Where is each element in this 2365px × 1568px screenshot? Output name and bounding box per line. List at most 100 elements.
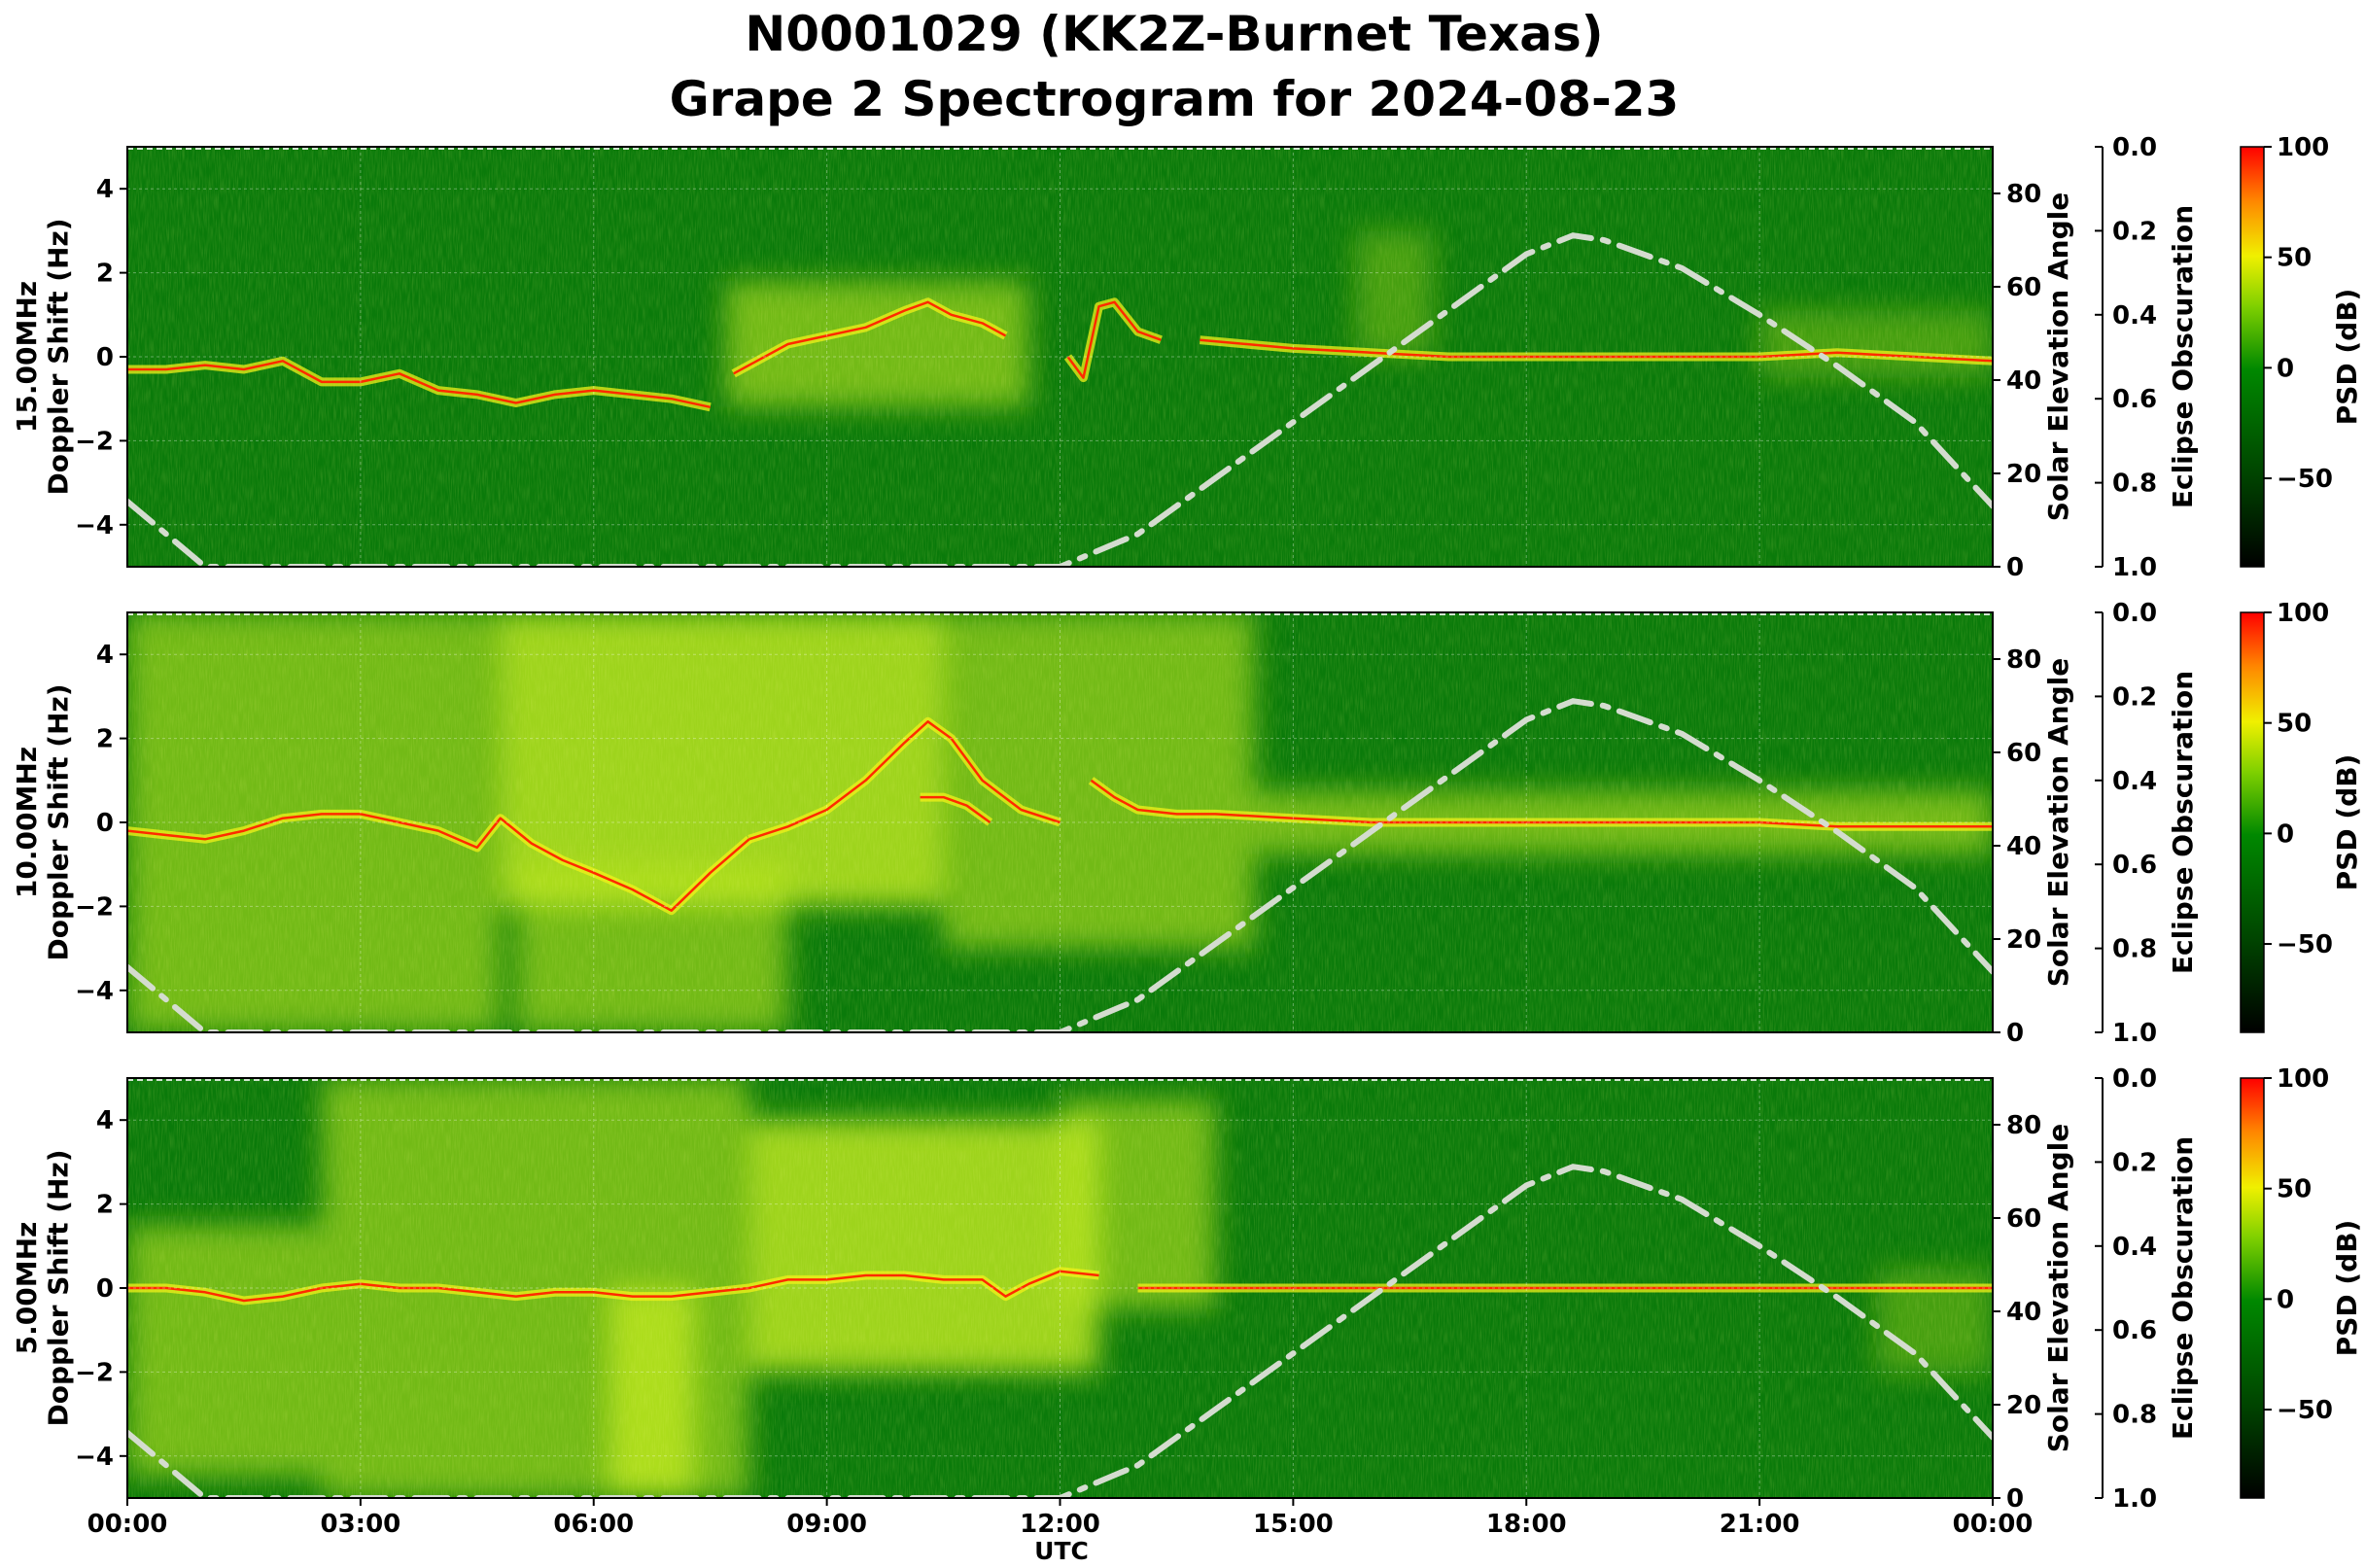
signal-trace-core-4 bbox=[1200, 338, 1993, 363]
colorbar-tick-label: −50 bbox=[2277, 930, 2333, 959]
colorbar-tick-label: 0 bbox=[2277, 354, 2294, 383]
y-tick-label: −4 bbox=[75, 1443, 114, 1472]
obscuration-tick-label: 0.8 bbox=[2112, 1401, 2157, 1430]
y-tick-label: 0 bbox=[96, 343, 114, 372]
y-axis-label-doppler: Doppler Shift (Hz) bbox=[42, 683, 74, 960]
panel-2: 420−2−410.00MHzDoppler Shift (Hz)8060402… bbox=[11, 599, 2363, 1048]
colorbar-tick-label: 100 bbox=[2277, 599, 2329, 628]
colorbar-label: PSD (dB) bbox=[2331, 1220, 2363, 1357]
x-axis: 00:00 03:00 06:00 09:00 12:00 15:00 18:00 21:00… bbox=[87, 1498, 2033, 1539]
colorbar-label: PSD (dB) bbox=[2331, 289, 2363, 426]
signal-trace-core-3 bbox=[1066, 300, 1162, 379]
colorbar-tick-label: 50 bbox=[2277, 244, 2312, 273]
colorbar-tick-label: 100 bbox=[2277, 133, 2329, 162]
colorbar-tick-label: 100 bbox=[2277, 1064, 2329, 1094]
y-tick-label: 0 bbox=[96, 809, 114, 838]
solar-axis-label: Solar Elevation Angle bbox=[2042, 1124, 2074, 1452]
colorbar-tick-label: 50 bbox=[2277, 710, 2312, 739]
obscuration-tick-label: 0.4 bbox=[2112, 767, 2157, 796]
obscuration-tick-label: 1.0 bbox=[2112, 553, 2157, 582]
obscuration-tick-label: 1.0 bbox=[2112, 1019, 2157, 1048]
x-tick-label: 15:00 bbox=[1253, 1510, 1334, 1539]
x-tick-label: 21:00 bbox=[1720, 1510, 1800, 1539]
colorbar-tick-label: −50 bbox=[2277, 1396, 2333, 1425]
obscuration-tick-label: 0.0 bbox=[2112, 133, 2157, 162]
solar-axis-label: Solar Elevation Angle bbox=[2042, 658, 2074, 987]
solar-elevation-curve bbox=[127, 698, 1993, 1032]
y-axis-label-doppler: Doppler Shift (Hz) bbox=[42, 218, 74, 495]
signal-trace-core-1 bbox=[127, 360, 711, 409]
y-tick-label: 2 bbox=[96, 725, 114, 754]
obscuration-tick-label: 0.8 bbox=[2112, 935, 2157, 964]
obscuration-tick-label: 0.4 bbox=[2112, 1233, 2157, 1262]
x-tick-label: 00:00 bbox=[87, 1510, 168, 1539]
x-tick-label: 18:00 bbox=[1486, 1510, 1567, 1539]
solar-tick-label: 0 bbox=[2006, 1019, 2024, 1048]
colorbar-tick-label: 0 bbox=[2277, 819, 2294, 849]
obscuration-axis-label: Eclipse Obscuration bbox=[2167, 1136, 2199, 1440]
y-tick-label: −2 bbox=[75, 427, 114, 456]
solar-tick-label: 40 bbox=[2006, 1298, 2041, 1327]
y-tick-label: −2 bbox=[75, 892, 114, 922]
x-tick-label: 06:00 bbox=[553, 1510, 634, 1539]
psd-colorbar bbox=[2240, 146, 2265, 568]
chart-subtitle: Grape 2 Spectrogram for 2024-08-23 bbox=[670, 71, 1680, 127]
panels: 420−2−415.00MHzDoppler Shift (Hz)8060402… bbox=[11, 133, 2363, 1539]
signal-trace-core-4 bbox=[1090, 779, 1993, 828]
y-axis-label-frequency: 15.00MHz bbox=[11, 281, 43, 433]
obscuration-axis-label: Eclipse Obscuration bbox=[2167, 671, 2199, 974]
spectrogram-plot-area bbox=[127, 1078, 1993, 1498]
obscuration-tick-label: 0.6 bbox=[2112, 385, 2157, 414]
signal-trace-core-1 bbox=[127, 1270, 1099, 1303]
y-axis-label-frequency: 10.00MHz bbox=[11, 747, 43, 898]
solar-tick-label: 20 bbox=[2006, 460, 2041, 489]
x-axis-label: UTC bbox=[1034, 1537, 1089, 1565]
solar-tick-label: 60 bbox=[2006, 739, 2041, 768]
spectrogram-plot-area bbox=[127, 147, 1993, 567]
solar-tick-label: 20 bbox=[2006, 925, 2041, 955]
solar-tick-label: 0 bbox=[2006, 1484, 2024, 1514]
y-tick-label: −4 bbox=[75, 977, 114, 1006]
solar-tick-label: 80 bbox=[2006, 645, 2041, 675]
x-tick-label: 03:00 bbox=[320, 1510, 400, 1539]
chart-title: N0001029 (KK2Z-Burnet Texas) bbox=[745, 6, 1603, 62]
obscuration-axis-label: Eclipse Obscuration bbox=[2167, 205, 2199, 508]
obscuration-tick-label: 0.2 bbox=[2112, 1148, 2157, 1177]
solar-tick-label: 60 bbox=[2006, 273, 2041, 302]
solar-tick-label: 40 bbox=[2006, 366, 2041, 396]
psd-colorbar bbox=[2240, 611, 2265, 1033]
y-tick-label: −4 bbox=[75, 511, 114, 540]
colorbar-tick-label: 0 bbox=[2277, 1285, 2294, 1314]
y-tick-label: 2 bbox=[96, 260, 114, 289]
obscuration-tick-label: 0.0 bbox=[2112, 599, 2157, 628]
obscuration-tick-label: 0.0 bbox=[2112, 1064, 2157, 1094]
obscuration-tick-label: 0.2 bbox=[2112, 682, 2157, 712]
spectrogram-plot-area bbox=[127, 612, 1993, 1032]
panel-3: 420−2−45.00MHzDoppler Shift (Hz)80604020… bbox=[11, 1064, 2363, 1514]
solar-tick-label: 80 bbox=[2006, 180, 2041, 209]
grid-lines bbox=[127, 147, 1993, 567]
colorbar-tick-label: 50 bbox=[2277, 1175, 2312, 1204]
colorbar-tick-label: −50 bbox=[2277, 465, 2333, 494]
obscuration-tick-label: 0.6 bbox=[2112, 1316, 2157, 1345]
x-tick-label: 12:00 bbox=[1020, 1510, 1100, 1539]
psd-colorbar bbox=[2240, 1077, 2265, 1499]
solar-elevation-curve bbox=[127, 1164, 1993, 1498]
obscuration-tick-label: 0.4 bbox=[2112, 301, 2157, 331]
y-tick-label: 2 bbox=[96, 1191, 114, 1220]
y-tick-label: 0 bbox=[96, 1274, 114, 1304]
solar-axis-label: Solar Elevation Angle bbox=[2042, 192, 2074, 521]
obscuration-tick-label: 0.6 bbox=[2112, 851, 2157, 880]
solar-tick-label: 0 bbox=[2006, 553, 2024, 582]
y-tick-label: 4 bbox=[96, 175, 114, 204]
signal-trace-core-2 bbox=[748, 720, 1061, 841]
solar-elevation-curve bbox=[127, 232, 1993, 567]
panel-1: 420−2−415.00MHzDoppler Shift (Hz)8060402… bbox=[11, 133, 2363, 582]
y-axis-label-doppler: Doppler Shift (Hz) bbox=[42, 1149, 74, 1426]
signal-trace-core-3 bbox=[920, 795, 991, 824]
signal-trace-core-1 bbox=[127, 813, 750, 912]
x-tick-label: 09:00 bbox=[786, 1510, 867, 1539]
solar-tick-label: 20 bbox=[2006, 1391, 2041, 1420]
y-tick-label: −2 bbox=[75, 1358, 114, 1387]
